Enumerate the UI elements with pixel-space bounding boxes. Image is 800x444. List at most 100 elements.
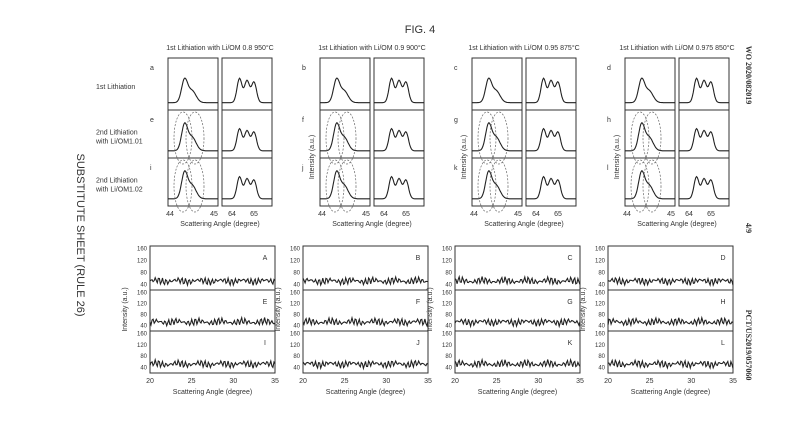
panel-letter: b [302, 65, 306, 72]
x-tick-label: 20 [451, 378, 459, 385]
publication-number: WO 2020/082019 [744, 46, 753, 104]
x-tick-label: 44 [318, 211, 326, 218]
panel-letter: A [263, 255, 268, 262]
y-tick-label: 40 [598, 366, 605, 372]
panel-letter: c [454, 65, 458, 72]
y-tick-label: 80 [140, 271, 147, 277]
x-tick-label: 30 [382, 378, 390, 385]
x-axis-label: Scattering Angle (degree) [173, 389, 252, 396]
x-tick-label: 30 [534, 378, 542, 385]
panel-title: 1st Lithiation with Li/OM 0.9 900°C [318, 44, 425, 52]
figure-label: FIG. 4 [405, 24, 436, 36]
x-tick-label: 64 [685, 211, 693, 218]
y-tick-label: 40 [140, 366, 147, 372]
noise-curve [149, 275, 276, 288]
x-tick-label: 35 [576, 378, 584, 385]
panel-letter: a [150, 65, 154, 72]
panel-letter: f [302, 117, 304, 124]
y-tick-label: 160 [595, 332, 606, 338]
plot-frame [624, 157, 676, 207]
y-tick-label: 40 [445, 324, 452, 330]
y-tick-label: 120 [137, 259, 148, 265]
y-axis-label: Intensity (a.u.) [122, 287, 129, 331]
y-tick-label: 40 [293, 366, 300, 372]
noise-curve [302, 274, 429, 287]
x-tick-label: 45 [362, 211, 370, 218]
x-tick-label: 35 [271, 378, 279, 385]
x-tick-label: 65 [402, 211, 410, 218]
highlight-ellipse [642, 111, 662, 165]
panel-title: 1st Lithiation with Li/OM 0.8 950°C [166, 44, 273, 52]
y-tick-label: 80 [293, 354, 300, 360]
y-tick-label: 80 [140, 354, 147, 360]
x-tick-label: 45 [210, 211, 218, 218]
highlight-ellipse [477, 111, 497, 165]
panel-letter: d [607, 65, 611, 72]
row-label: 2nd Lithiation [96, 177, 138, 184]
panel-letter: g [454, 117, 458, 124]
y-tick-label: 80 [598, 313, 605, 319]
highlight-ellipse [642, 159, 662, 213]
spectrum-curve [472, 170, 522, 200]
panel-letter: D [720, 255, 725, 262]
y-tick-label: 80 [140, 313, 147, 319]
panel-letter: K [568, 340, 573, 347]
y-tick-label: 120 [442, 259, 453, 265]
spectrum-curve [679, 127, 729, 152]
y-tick-label: 40 [598, 283, 605, 289]
side-left-text: SUBSTITUTE SHEET (RULE 26) [74, 154, 86, 317]
spectrum-curve [526, 77, 576, 104]
panel-letter: J [416, 340, 420, 347]
y-tick-label: 120 [595, 259, 606, 265]
spectrum-curve [625, 122, 675, 152]
spectrum-curve [526, 127, 576, 152]
row-label: with Li/OM1.02 [95, 186, 143, 193]
spectrum-curve [374, 127, 424, 152]
noise-curve [607, 275, 734, 288]
panel-letter: l [607, 165, 609, 172]
y-tick-label: 80 [598, 271, 605, 277]
plot-frame [454, 245, 581, 291]
row-label: with Li/OM1.01 [95, 138, 143, 145]
spectrum-curve [472, 77, 522, 104]
x-tick-label: 25 [646, 378, 654, 385]
x-axis-label: Scattering Angle (degree) [631, 389, 710, 396]
noise-curve [607, 315, 734, 328]
x-axis-label: Scattering Angle (degree) [484, 221, 563, 228]
spectrum-curve [222, 127, 272, 152]
y-tick-label: 160 [137, 291, 148, 297]
spectrum-curve [679, 77, 729, 104]
x-tick-label: 20 [146, 378, 154, 385]
highlight-ellipse [489, 111, 509, 165]
x-tick-label: 20 [604, 378, 612, 385]
x-tick-label: 25 [341, 378, 349, 385]
y-tick-label: 80 [445, 271, 452, 277]
panel-title: 1st Lithiation with Li/OM 0.95 875°C [468, 44, 579, 52]
x-tick-label: 44 [623, 211, 631, 218]
plot-frame [373, 157, 425, 207]
x-tick-label: 44 [166, 211, 174, 218]
x-axis-label: Scattering Angle (degree) [637, 221, 716, 228]
panel-title: 1st Lithiation with Li/OM 0.975 850°C [619, 44, 734, 52]
x-tick-label: 44 [470, 211, 478, 218]
plot-frame [149, 330, 276, 374]
highlight-ellipse [630, 111, 650, 165]
y-tick-label: 160 [137, 332, 148, 338]
y-axis-label: Intensity (a.u.) [427, 287, 434, 331]
y-tick-label: 120 [290, 302, 301, 308]
highlight-ellipse [173, 111, 193, 165]
x-axis-label: Scattering Angle (degree) [326, 389, 405, 396]
spectrum-curve [374, 175, 424, 200]
noise-curve [302, 358, 429, 371]
spectrum-curve [168, 170, 218, 200]
plot-frame [525, 157, 577, 207]
x-tick-label: 30 [687, 378, 695, 385]
plot-frame [471, 157, 523, 207]
row-label: 2nd Lithiation [96, 129, 138, 136]
row-label: 1st Lithiation [96, 84, 135, 91]
y-axis-label: Intensity (a.u.) [580, 287, 587, 331]
y-axis-label: Intensity (a.u.) [309, 135, 316, 179]
x-tick-label: 65 [250, 211, 258, 218]
x-axis-label: Scattering Angle (degree) [478, 389, 557, 396]
